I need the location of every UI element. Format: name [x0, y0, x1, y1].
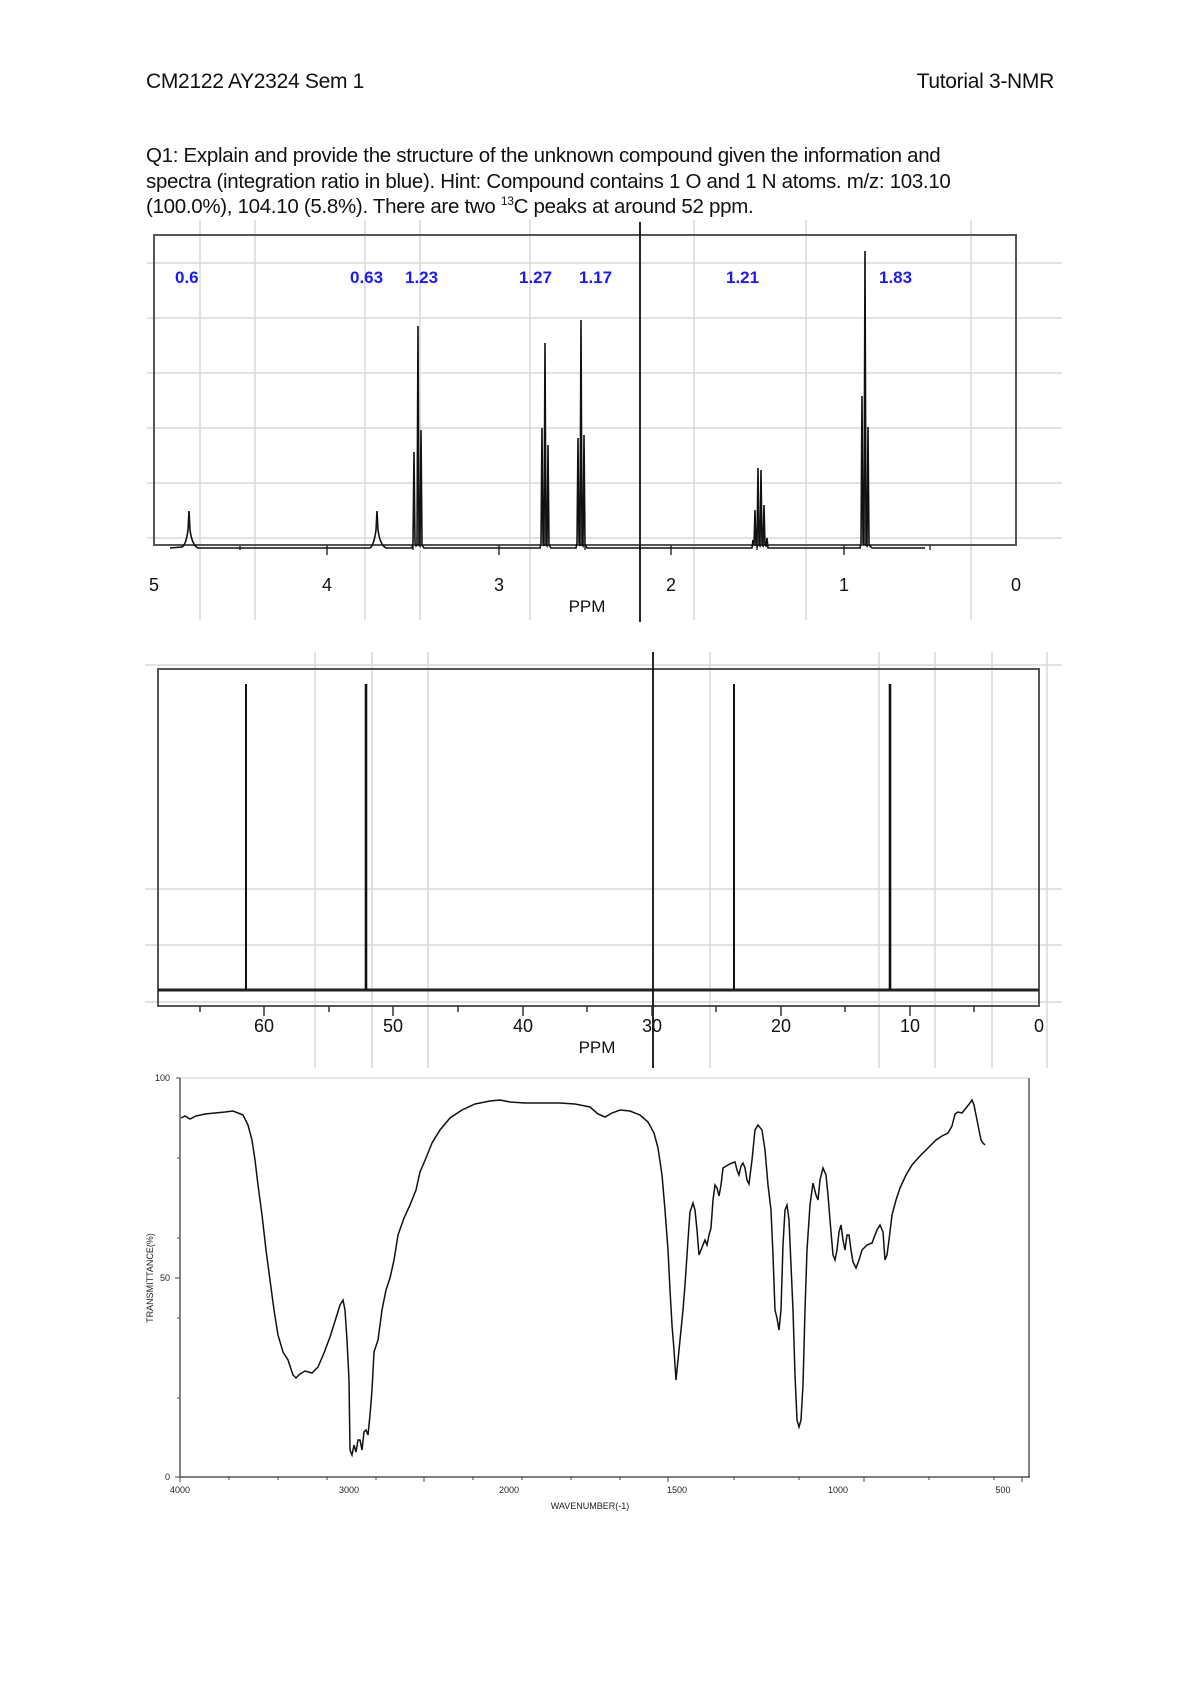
- ir-x-axis-title: WAVENUMBER(-1): [551, 1501, 630, 1511]
- svg-text:60: 60: [254, 1016, 274, 1036]
- ir-y-labels: 100 50 0: [155, 1073, 170, 1482]
- h-nmr-grid: [147, 220, 1062, 620]
- c-nmr-peaks: [245, 684, 892, 990]
- integration-label: 1.83: [879, 268, 912, 287]
- c-nmr-x-ticks: [199, 1006, 975, 1016]
- svg-text:2000: 2000: [499, 1485, 519, 1495]
- svg-text:20: 20: [771, 1016, 791, 1036]
- h-nmr-integrations: 0.6 0.63 1.23 1.27 1.17 1.21 1.83: [175, 268, 912, 287]
- h-nmr-x-labels: 5 4 3 2 1 0: [149, 575, 1021, 595]
- svg-text:0: 0: [1011, 575, 1021, 595]
- svg-text:1500: 1500: [667, 1485, 687, 1495]
- question-line-1: Q1: Explain and provide the structure of…: [146, 144, 941, 167]
- integration-label: 0.6: [175, 268, 199, 287]
- question-line-3: (100.0%), 104.10 (5.8%). There are two 1…: [146, 194, 754, 218]
- svg-text:4000: 4000: [170, 1485, 190, 1495]
- integration-label: 1.21: [726, 268, 759, 287]
- h-nmr-spectrum: 0.6 0.63 1.23 1.27 1.17 1.21 1.83 5 4 3 …: [147, 220, 1062, 622]
- svg-text:100: 100: [155, 1073, 170, 1083]
- svg-text:3000: 3000: [339, 1485, 359, 1495]
- tutorial-header: Tutorial 3-NMR: [916, 70, 1055, 93]
- question-text: Q1: Explain and provide the structure of…: [146, 143, 1066, 220]
- integration-label: 1.27: [519, 268, 552, 287]
- c-nmr-x-labels: 60 50 40 30 20 10 0: [254, 1016, 1044, 1036]
- integration-label: 1.17: [579, 268, 612, 287]
- c-nmr-frame: [157, 668, 1040, 1007]
- ir-x-labels: 4000 3000 2000 1500 1000 500: [170, 1485, 1011, 1495]
- ir-y-axis-title: TRANSMITTANCE(%): [145, 1233, 155, 1323]
- course-header: CM2122 AY2324 Sem 1: [146, 70, 365, 93]
- ir-x-ticks: [179, 1477, 1023, 1482]
- integration-label: 1.23: [405, 268, 438, 287]
- svg-text:2: 2: [666, 575, 676, 595]
- ir-trace: [180, 1098, 986, 1458]
- svg-text:0: 0: [1034, 1016, 1044, 1036]
- svg-text:3: 3: [494, 575, 504, 595]
- h-nmr-x-ticks: [239, 545, 931, 555]
- svg-text:1000: 1000: [828, 1485, 848, 1495]
- h-nmr-trace: [169, 250, 925, 549]
- svg-text:4: 4: [322, 575, 332, 595]
- c-nmr-spectrum: 60 50 40 30 20 10 0 PPM: [145, 652, 1062, 1068]
- svg-text:10: 10: [900, 1016, 920, 1036]
- svg-text:0: 0: [165, 1472, 170, 1482]
- h-nmr-x-axis-title: PPM: [569, 597, 606, 616]
- svg-text:500: 500: [995, 1485, 1010, 1495]
- c-nmr-grid: [145, 652, 1062, 1068]
- ir-spectrum: 100 50 0 TRANSMITTANCE(%) 4000 3000 2000…: [145, 1073, 1030, 1511]
- c-nmr-x-axis-title: PPM: [579, 1038, 616, 1057]
- ir-y-ticks: [175, 1077, 180, 1478]
- svg-text:50: 50: [383, 1016, 403, 1036]
- svg-text:50: 50: [160, 1273, 170, 1283]
- question-line-2: spectra (integration ratio in blue). Hin…: [146, 169, 951, 193]
- svg-text:5: 5: [149, 575, 159, 595]
- integration-label: 0.63: [350, 268, 383, 287]
- svg-text:30: 30: [642, 1016, 662, 1036]
- svg-text:1: 1: [839, 575, 849, 595]
- svg-text:40: 40: [513, 1016, 533, 1036]
